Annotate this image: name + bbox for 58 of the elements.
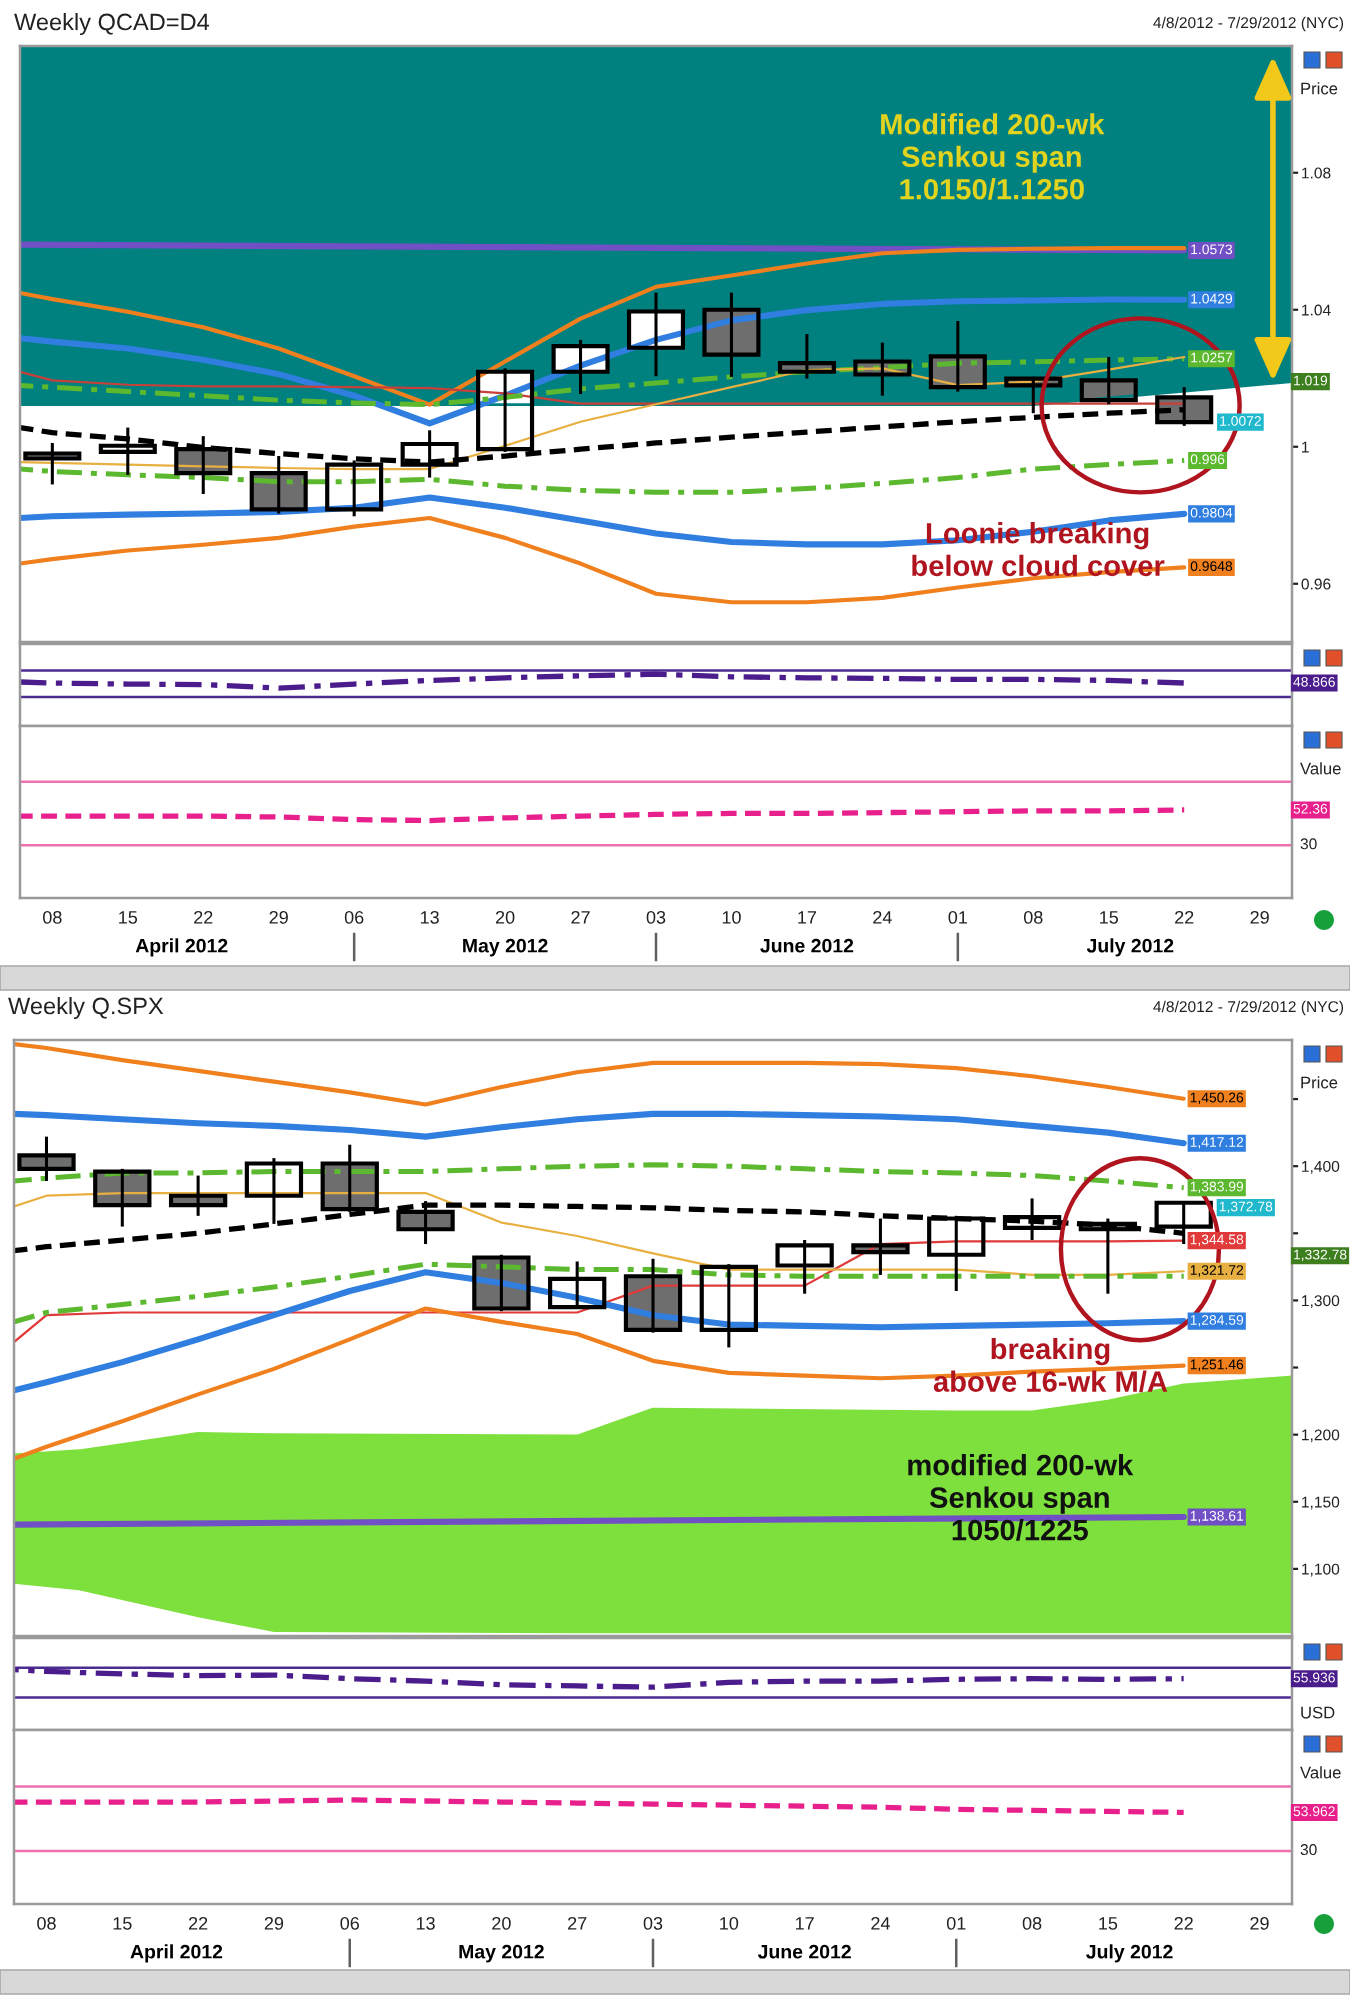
x-tick-label: 15 — [1099, 1917, 1118, 1930]
x2-tick-label: June 2012 — [757, 1944, 851, 1959]
x-tick-label: 06 — [344, 910, 364, 924]
x-tick-label: 27 — [568, 1916, 587, 1930]
line-series — [20, 457, 1187, 495]
x-tick-label: 24 — [873, 910, 892, 924]
line-series — [20, 356, 1187, 408]
x-tick-label: 01 — [948, 910, 967, 924]
x-tick-label: 13 — [420, 910, 439, 924]
x-tick-label: 03 — [643, 1916, 663, 1930]
x-tick-label: 15 — [113, 1917, 132, 1930]
x-tick-label: 22 — [188, 1916, 208, 1930]
x-tick-label: 24 — [871, 1916, 890, 1930]
y-axis-title: USD — [1301, 1706, 1335, 1719]
x-tick-label: 03 — [646, 910, 666, 924]
y-axis-title: Value — [1300, 762, 1341, 775]
x-tick-label: 06 — [340, 1916, 359, 1930]
x-tick-label: 17 — [798, 911, 817, 924]
x-tick-label: 15 — [1100, 911, 1119, 924]
x-tick-label: 22 — [1174, 1916, 1193, 1930]
x2-tick-label: May 2012 — [463, 938, 548, 957]
x2-tick-label: July 2012 — [1086, 938, 1174, 957]
x-tick-label: 15 — [119, 911, 138, 924]
annotation: breaking above 16-wk M/A — [933, 1337, 1168, 1393]
x2-tick-label: April 2012 — [135, 938, 228, 957]
annotation: Modified 200-wk Senkou span 1.0150/1.1250 — [881, 113, 1105, 200]
x-tick-label: 01 — [946, 1916, 966, 1930]
x-tick-label: 29 — [1250, 1916, 1269, 1930]
x-tick-label: 22 — [1175, 910, 1194, 924]
annotation: modified 200-wk Senkou span 1050/1225 — [908, 1454, 1134, 1541]
x-tick-label: 29 — [264, 1916, 284, 1930]
y-axis-title: Price — [1301, 82, 1338, 95]
x2-tick-label: June 2012 — [760, 938, 854, 953]
y-axis-title: Price — [1301, 1076, 1338, 1089]
x2-tick-label: April 2012 — [130, 1944, 223, 1963]
chart-title: Weekly Q.SPX — [8, 996, 164, 1019]
line-series — [14, 1162, 1187, 1191]
line-series — [20, 355, 1186, 471]
x-tick-label: 20 — [492, 1916, 511, 1930]
x-tick-label: 10 — [720, 1916, 739, 1930]
x-tick-label: 08 — [1023, 910, 1043, 924]
x-tick-label: 17 — [795, 1917, 814, 1930]
line-series — [20, 246, 1187, 407]
chart-title: Weekly QCAD=D4 — [14, 13, 210, 35]
y-axis-title: Value — [1300, 1766, 1341, 1779]
x-tick-label: 29 — [269, 910, 288, 924]
x-tick-label: 29 — [1250, 910, 1269, 924]
x-tick-label: 10 — [722, 910, 741, 924]
x-tick-label: 08 — [43, 910, 62, 924]
x2-tick-label: July 2012 — [1086, 1944, 1173, 1963]
x-tick-label: 27 — [571, 910, 590, 924]
x-tick-label: 08 — [1022, 1916, 1042, 1930]
x2-tick-label: May 2012 — [459, 1944, 544, 1963]
x-tick-label: 20 — [495, 910, 515, 924]
x-tick-label: 13 — [416, 1916, 435, 1930]
x-tick-label: 08 — [37, 1916, 56, 1930]
line-series — [14, 1261, 1187, 1325]
x-tick-label: 22 — [194, 910, 213, 924]
